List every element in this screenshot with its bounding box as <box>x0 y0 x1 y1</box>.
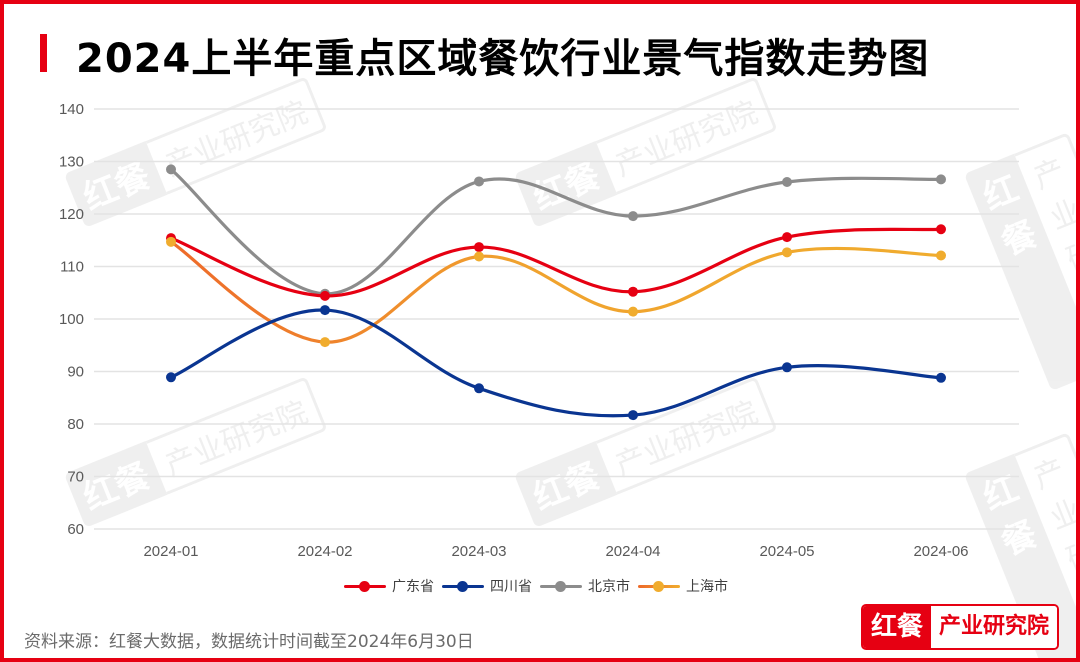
legend-label: 广东省 <box>392 579 434 595</box>
data-point[interactable] <box>782 176 792 187</box>
legend-item[interactable]: 四川省 <box>442 576 532 596</box>
gridlines <box>94 108 1019 530</box>
legend-line-marker-icon <box>442 580 484 592</box>
y-axis-labels: 60 70 80 90 100 110 120 130 140 <box>59 101 84 538</box>
data-point[interactable] <box>474 176 484 187</box>
series-3 <box>166 236 946 348</box>
y-tick-label: 60 <box>67 521 84 538</box>
chart-legend: 广东省 四川省 北京市 上海市 <box>344 576 734 596</box>
data-point[interactable] <box>936 372 946 383</box>
legend-label: 北京市 <box>588 579 630 595</box>
data-point[interactable] <box>936 174 946 185</box>
legend-line-marker-icon <box>344 580 386 592</box>
data-point[interactable] <box>628 286 638 297</box>
series-line <box>169 167 943 296</box>
data-point[interactable] <box>782 232 792 243</box>
y-tick-label: 120 <box>59 206 84 223</box>
data-point[interactable] <box>628 306 638 317</box>
data-point[interactable] <box>474 251 484 262</box>
legend-item[interactable]: 上海市 <box>638 576 728 596</box>
legend-item[interactable]: 广东省 <box>344 576 434 596</box>
page-title: 2024上半年重点区域餐饮行业景气指数走势图 <box>76 36 930 82</box>
title-accent-bar <box>40 34 47 72</box>
data-point[interactable] <box>782 362 792 373</box>
y-tick-label: 90 <box>67 364 84 381</box>
data-point[interactable] <box>936 224 946 235</box>
y-tick-label: 110 <box>60 259 84 276</box>
series-0 <box>166 224 946 301</box>
data-point[interactable] <box>628 211 638 222</box>
data-point[interactable] <box>320 305 330 316</box>
y-tick-label: 130 <box>59 154 84 171</box>
data-point[interactable] <box>320 337 330 348</box>
data-source-note: 资料来源：红餐大数据，数据统计时间截至2024年6月30日 <box>24 632 474 652</box>
data-point[interactable] <box>166 372 176 383</box>
legend-label: 上海市 <box>686 579 728 595</box>
series-line <box>169 308 943 418</box>
brand-logo: 红餐 产业研究院 <box>861 604 1060 650</box>
data-point[interactable] <box>936 250 946 261</box>
y-tick-label: 70 <box>67 469 84 486</box>
data-point[interactable] <box>166 236 176 247</box>
data-series <box>166 164 946 421</box>
y-tick-label: 100 <box>59 311 84 328</box>
legend-item[interactable]: 北京市 <box>540 576 630 596</box>
y-tick-label: 140 <box>59 101 84 118</box>
data-point[interactable] <box>166 164 176 175</box>
y-tick-label: 80 <box>67 416 84 433</box>
x-tick-label: 2024-06 <box>913 543 968 560</box>
x-tick-label: 2024-01 <box>143 543 198 560</box>
data-point[interactable] <box>474 242 484 253</box>
x-tick-label: 2024-04 <box>605 543 660 560</box>
legend-line-marker-icon <box>540 580 582 592</box>
data-point[interactable] <box>320 290 330 301</box>
brand-logo-mark: 红餐 <box>863 606 932 648</box>
brand-logo-text: 产业研究院 <box>931 606 1058 648</box>
data-point[interactable] <box>474 383 484 394</box>
x-tick-label: 2024-02 <box>297 543 352 560</box>
x-tick-label: 2024-03 <box>451 543 506 560</box>
data-point[interactable] <box>628 410 638 421</box>
series-line <box>169 227 943 298</box>
legend-label: 四川省 <box>490 579 532 595</box>
series-line <box>169 240 943 344</box>
legend-line-marker-icon <box>638 580 680 592</box>
data-point[interactable] <box>782 247 792 258</box>
x-axis-labels: 2024-01 2024-02 2024-03 2024-04 2024-05 2024-… <box>143 543 968 560</box>
series-1 <box>166 305 946 421</box>
x-tick-label: 2024-05 <box>759 543 814 560</box>
